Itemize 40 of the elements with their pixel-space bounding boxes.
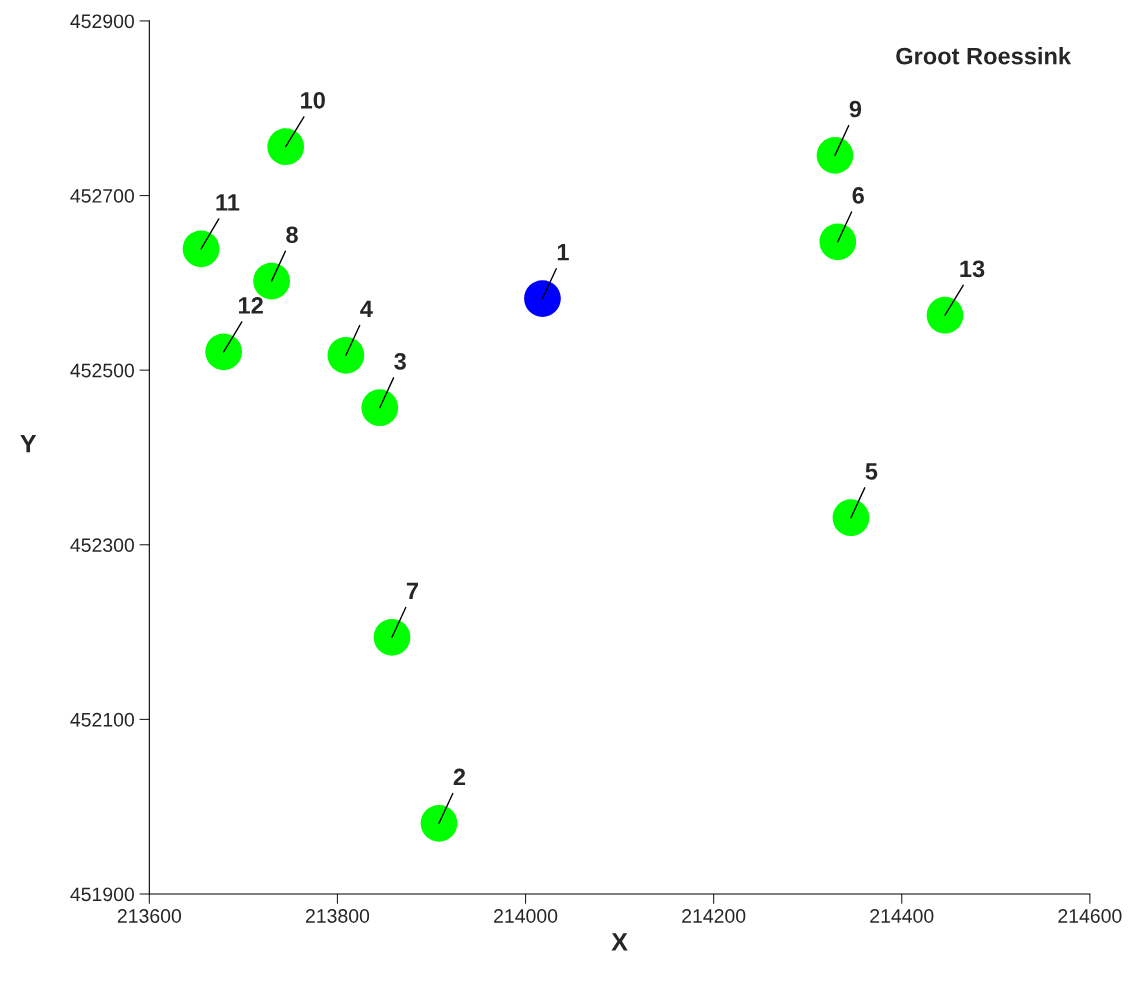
x-tick-label: 214400 (870, 909, 934, 923)
annotation: 10 (301, 91, 325, 109)
annotation: 4 (360, 300, 373, 318)
point (832, 499, 870, 537)
annotation: 7 (406, 582, 418, 600)
x-tick-label: 214000 (494, 909, 558, 923)
point (373, 618, 411, 656)
x-tick-label: 213600 (117, 909, 182, 923)
annotation: 3 (394, 352, 406, 370)
point (205, 333, 243, 371)
y-tick-label: 452500 (70, 363, 134, 378)
point (361, 389, 399, 427)
annotation: 1 (557, 244, 569, 261)
point (524, 280, 561, 317)
y-axis-title: Y (20, 435, 37, 453)
annotation: 8 (286, 226, 298, 244)
annotation: 2 (453, 768, 466, 786)
x-axis-title: X (611, 933, 628, 951)
point (819, 223, 857, 261)
y-tick-label: 452700 (70, 189, 134, 203)
annotation: 11 (216, 194, 240, 211)
point (926, 296, 964, 334)
text: Groot Roessink (896, 47, 1072, 65)
point (816, 137, 854, 174)
x-tick-label: 214200 (682, 909, 746, 923)
annotation: 9 (849, 100, 862, 118)
x-tick-label: 214600 (1058, 909, 1122, 923)
point (420, 804, 458, 842)
point (267, 128, 305, 166)
y-tick-label: 452300 (70, 538, 134, 553)
point (182, 230, 220, 268)
annotation: 6 (852, 187, 864, 204)
y-tick-label: 451900 (70, 887, 134, 902)
point (327, 336, 365, 374)
x-tick-label: 213800 (305, 909, 370, 923)
y-tick-label: 452900 (70, 14, 134, 29)
annotation: 12 (239, 297, 263, 314)
annotation: 5 (865, 463, 878, 480)
y-tick-label: 452100 (70, 712, 134, 727)
annotation: 13 (960, 260, 985, 278)
